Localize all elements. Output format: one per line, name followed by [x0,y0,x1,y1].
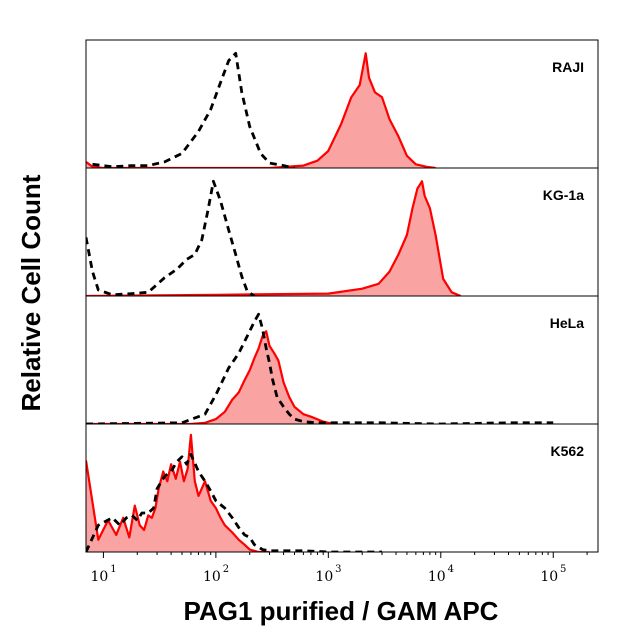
x-tick-label: 10 [315,569,333,585]
stained-histogram-fill [86,53,436,168]
panel-k562: K562 [85,423,599,553]
stained-histogram-line [86,180,462,296]
panels-layer: RAJI KG-1a HeLa K562 [85,39,599,553]
x-tick-label: 10 [540,569,558,585]
panel-background [86,168,598,296]
y-axis-title: Relative Cell Count [16,174,46,411]
stained-histogram-line [86,433,270,552]
x-tick-label: 10 [91,569,109,585]
panel-hela: HeLa [85,295,599,425]
panel-raji: RAJI [85,39,599,169]
panel-frame [85,423,599,553]
x-tick-label: 10 [428,569,446,585]
x-tick-label: 10 [203,569,221,585]
panel-label: KG-1a [543,187,584,203]
x-tick-exponent: 2 [223,564,229,575]
control-histogram-line [86,312,554,424]
panel-label: K562 [551,443,585,459]
x-tick-exponent: 3 [335,564,341,575]
x-tick-exponent: 5 [560,564,566,575]
x-tick-exponent: 4 [448,564,454,575]
panel-label: HeLa [550,315,584,331]
control-histogram-line [86,179,256,296]
panel-label: RAJI [552,59,584,75]
x-tick-exponent: 1 [110,564,116,575]
control-histogram-line [92,51,295,168]
x-axis-ticks: 10 1 10 2 10 3 10 4 10 5 [91,552,588,585]
panel-kg-1a: KG-1a [85,167,599,297]
panel-background [86,296,598,424]
x-axis-title: PAG1 purified / GAM APC [184,596,499,626]
control-histogram-line [86,452,382,552]
